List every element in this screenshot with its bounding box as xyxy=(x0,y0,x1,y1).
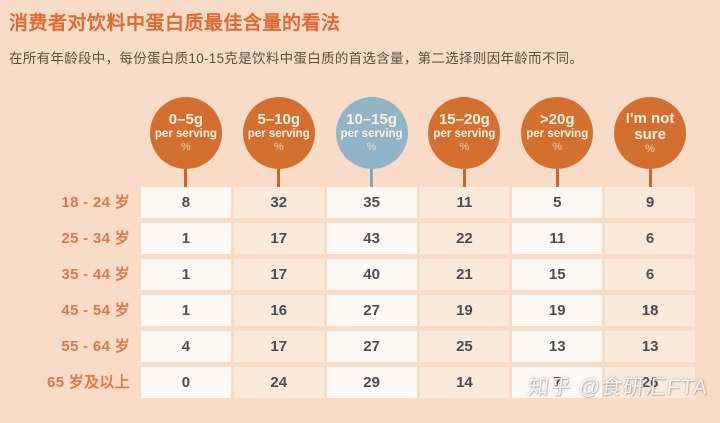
column-header-5-10g: 5–10g per serving % xyxy=(234,94,324,187)
percent-sign: % xyxy=(181,141,191,154)
table-row-65-plus: 65 岁及以上 0 24 29 14 7 26 xyxy=(0,367,695,398)
value-cell: 26 xyxy=(605,367,695,398)
serving-circle: 0–5g per serving % xyxy=(149,97,222,169)
value-cell: 24 xyxy=(233,367,324,398)
value-cell: 11 xyxy=(419,187,510,218)
serving-circle: 5–10g per serving % xyxy=(242,97,315,169)
value-cell: 29 xyxy=(326,367,417,398)
column-header-row: 0–5g per serving % 5–10g per serving % 1… xyxy=(0,94,695,187)
serving-range-label: I'm not sure xyxy=(625,110,675,143)
page-title: 消费者对饮料中蛋白质最佳含量的看法 xyxy=(9,13,341,34)
serving-unit-label: per serving xyxy=(340,128,403,141)
value-cell: 13 xyxy=(605,331,695,362)
value-cell: 15 xyxy=(512,259,603,290)
value-cell: 19 xyxy=(419,295,510,326)
table-row-45-54: 45 - 54 岁 1 16 27 19 19 18 xyxy=(0,295,695,326)
percent-sign: % xyxy=(552,141,563,154)
age-group-label: 65 岁及以上 xyxy=(47,374,130,391)
serving-range-label: >20g xyxy=(539,111,575,129)
circle-stick xyxy=(462,169,466,187)
value-cell: 25 xyxy=(419,331,510,362)
table-row-35-44: 35 - 44 岁 1 17 40 21 15 6 xyxy=(0,259,695,290)
column-header-10-15g: 10–15g per serving % xyxy=(327,94,417,187)
percent-sign: % xyxy=(645,142,655,155)
column-header-not-sure: I'm not sure % xyxy=(605,94,695,187)
circle-stick xyxy=(277,169,281,187)
value-cell: 17 xyxy=(233,331,324,362)
value-cell: 0 xyxy=(141,367,231,398)
value-cell: 32 xyxy=(233,187,324,218)
column-header-0-5g: 0–5g per serving % xyxy=(141,94,231,187)
value-cell: 1 xyxy=(141,223,231,254)
serving-circle-highlighted: 10–15g per serving % xyxy=(335,97,408,169)
serving-unit-label: per serving xyxy=(433,128,496,141)
header-spacer xyxy=(0,94,138,187)
serving-range-label: 15–20g xyxy=(438,111,490,129)
value-cell: 1 xyxy=(141,259,231,290)
value-cell: 1 xyxy=(141,295,231,326)
age-group-label: 25 - 34 岁 xyxy=(61,230,130,247)
serving-unit-label: per serving xyxy=(154,128,217,141)
age-group-label: 18 - 24 岁 xyxy=(61,194,130,211)
value-cell: 13 xyxy=(512,331,603,362)
circle-stick xyxy=(370,169,374,187)
value-cell: 7 xyxy=(512,367,603,398)
value-cell: 18 xyxy=(605,295,695,326)
value-cell: 8 xyxy=(141,187,231,218)
serving-unit-label: per serving xyxy=(526,128,589,141)
circle-stick xyxy=(555,169,559,187)
age-group-label: 35 - 44 岁 xyxy=(61,266,130,283)
value-cell: 27 xyxy=(326,295,417,326)
serving-range-label: 5–10g xyxy=(257,111,300,129)
value-cell: 27 xyxy=(326,331,417,362)
serving-circle: 15–20g per serving % xyxy=(428,97,501,169)
serving-circle: >20g per serving % xyxy=(521,97,594,169)
value-cell: 35 xyxy=(326,187,417,218)
value-cell: 4 xyxy=(141,331,231,362)
circle-stick xyxy=(648,169,652,187)
percent-sign: % xyxy=(459,141,470,154)
value-cell: 40 xyxy=(326,259,417,290)
value-cell: 6 xyxy=(605,259,695,290)
serving-range-label: 0–5g xyxy=(168,111,203,129)
value-cell: 21 xyxy=(419,259,510,290)
value-cell: 17 xyxy=(233,259,324,290)
column-header-15-20g: 15–20g per serving % xyxy=(420,94,510,187)
percent-sign: % xyxy=(273,141,284,154)
age-by-serving-table: 0–5g per serving % 5–10g per serving % 1… xyxy=(0,94,695,403)
value-cell: 19 xyxy=(512,295,603,326)
value-cell: 6 xyxy=(605,223,695,254)
value-cell: 17 xyxy=(233,223,324,254)
value-cell: 14 xyxy=(419,367,510,398)
age-group-label: 55 - 64 岁 xyxy=(61,338,130,355)
value-cell: 16 xyxy=(233,295,324,326)
value-cell: 11 xyxy=(512,223,603,254)
circle-stick xyxy=(184,169,188,187)
serving-circle: I'm not sure % xyxy=(614,97,687,169)
value-cell: 9 xyxy=(605,187,695,218)
serving-unit-label: per serving xyxy=(247,128,310,141)
table-row-18-24: 18 - 24 岁 8 32 35 11 5 9 xyxy=(0,187,695,218)
zhihu-watermark: 知乎 @食研汇FTA xyxy=(526,376,710,399)
table-row-25-34: 25 - 34 岁 1 17 43 22 11 6 xyxy=(0,223,695,254)
value-cell: 43 xyxy=(326,223,417,254)
page-subtitle: 在所有年龄段中，每份蛋白质10-15克是饮料中蛋白质的首选含量，第二选择则因年龄… xyxy=(9,51,584,66)
value-cell: 22 xyxy=(419,223,510,254)
table-row-55-64: 55 - 64 岁 4 17 27 25 13 13 xyxy=(0,331,695,362)
serving-range-label: 10–15g xyxy=(346,111,398,129)
age-group-label: 45 - 54 岁 xyxy=(61,302,130,319)
column-header-over-20g: >20g per serving % xyxy=(512,94,602,187)
percent-sign: % xyxy=(366,141,377,154)
value-cell: 5 xyxy=(512,187,603,218)
